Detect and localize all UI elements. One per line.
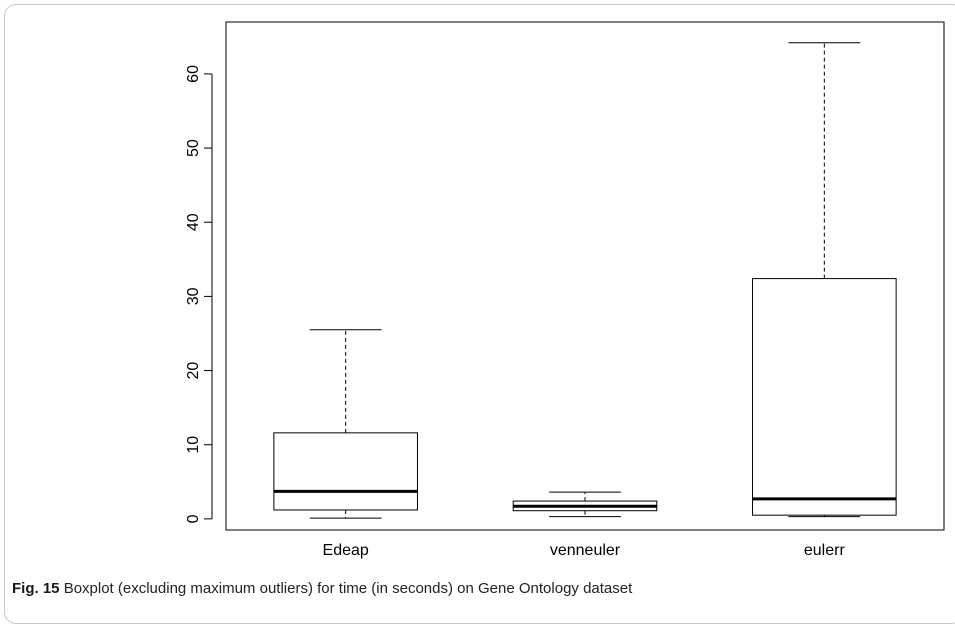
plot-area [225, 21, 945, 531]
y-tick-label: 60 [185, 65, 202, 83]
caption-text: Boxplot (excluding maximum outliers) for… [63, 580, 633, 597]
boxplot-chart: 0 10 20 30 40 50 60 Edeap venneuler eulerr [185, 21, 945, 559]
y-tick-label: 10 [185, 436, 202, 454]
box-edeap [273, 432, 418, 511]
y-tick-label: 30 [185, 287, 202, 305]
figure-caption: Fig. 15 Boxplot (excluding maximum outli… [12, 580, 632, 597]
y-axis: 0 10 20 30 40 50 60 [185, 65, 213, 523]
y-tick-label: 20 [185, 362, 202, 380]
x-tick-label: Edeap [323, 542, 369, 559]
x-tick-label: eulerr [804, 542, 846, 559]
x-tick-label: venneuler [550, 542, 621, 559]
y-tick-label: 40 [185, 213, 202, 231]
x-axis: Edeap venneuler eulerr [323, 542, 846, 559]
y-tick-label: 0 [185, 514, 202, 523]
box-eulerr [752, 278, 897, 516]
y-tick-label: 50 [185, 139, 202, 157]
boxes-group [273, 42, 897, 519]
caption-label: Fig. 15 [12, 580, 60, 597]
